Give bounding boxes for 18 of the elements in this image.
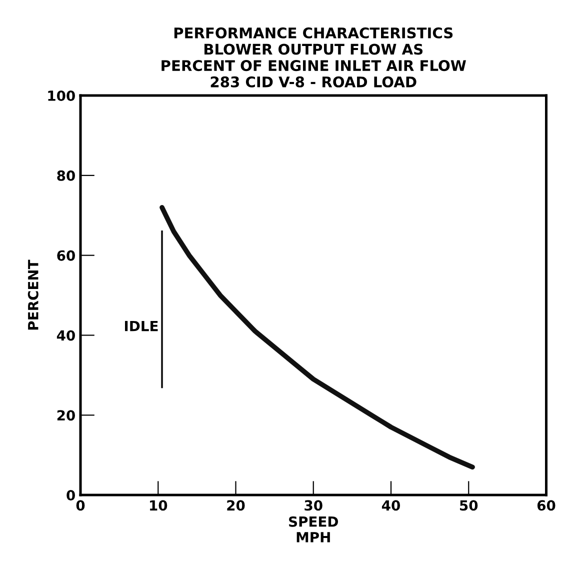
y-tick-label: 0: [66, 490, 75, 501]
y-tick-label: 20: [57, 410, 75, 421]
y-axis-title: PERCENT: [28, 260, 38, 330]
x-tick-label: 10: [150, 500, 168, 511]
x-axis-title: SPEED MPH: [289, 516, 338, 542]
x-tick-label: 50: [460, 500, 478, 511]
y-tick-label: 100: [48, 90, 75, 102]
line-series: [160, 204, 475, 470]
chart-title: PERFORMANCE CHARACTERISTICS BLOWER OUTPUT FLOW AS PERCENT OF ENGINE INLET AIR FLOW 283 CID V-8 - ROAD LOAD: [162, 27, 466, 88]
x-tick-label: 0: [76, 500, 85, 511]
x-tick-label: 20: [227, 500, 245, 511]
x-tick-label: 60: [537, 500, 556, 511]
annotation: IDLE: [124, 320, 158, 332]
x-tick-label: 30: [304, 500, 322, 511]
x-tick-label: 40: [382, 500, 400, 511]
y-tick-label: 40: [56, 330, 75, 341]
y-tick-label: 80: [57, 170, 75, 181]
y-tick-label: 60: [57, 250, 75, 261]
